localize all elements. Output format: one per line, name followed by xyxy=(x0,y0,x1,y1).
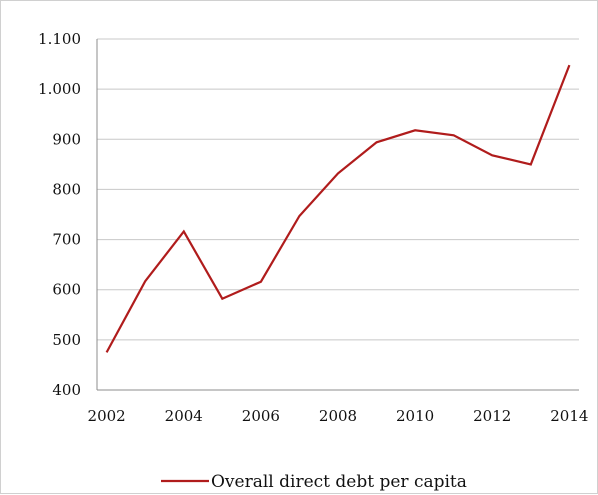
series-lines xyxy=(107,65,570,353)
x-tick-label: 2010 xyxy=(396,407,434,425)
legend: Overall direct debt per capita xyxy=(161,472,467,492)
x-tick-label: 2002 xyxy=(88,407,126,425)
legend-label: Overall direct debt per capita xyxy=(211,472,467,492)
y-tick-label: 400 xyxy=(52,381,81,399)
axes xyxy=(97,39,579,390)
x-tick-label: 2004 xyxy=(165,407,203,425)
x-tick-label: 2006 xyxy=(242,407,280,425)
x-tick-label: 2008 xyxy=(319,407,357,425)
gridlines xyxy=(97,39,579,340)
y-tick-label: 700 xyxy=(52,231,81,249)
x-tick-labels: 2002 2004 2006 2008 2010 2012 2014 xyxy=(88,407,589,425)
y-tick-label: 1.000 xyxy=(38,80,81,98)
y-tick-label: 600 xyxy=(52,281,81,299)
y-tick-label: 800 xyxy=(52,180,81,198)
series-line xyxy=(107,65,570,352)
y-tick-label: 500 xyxy=(52,331,81,349)
y-tick-labels: 400 500 600 700 800 900 1.000 1.100 xyxy=(38,30,81,399)
y-tick-label: 900 xyxy=(52,130,81,148)
x-tick-label: 2012 xyxy=(473,407,511,425)
y-tick-label: 1.100 xyxy=(38,30,81,48)
x-tick-label: 2014 xyxy=(550,407,588,425)
